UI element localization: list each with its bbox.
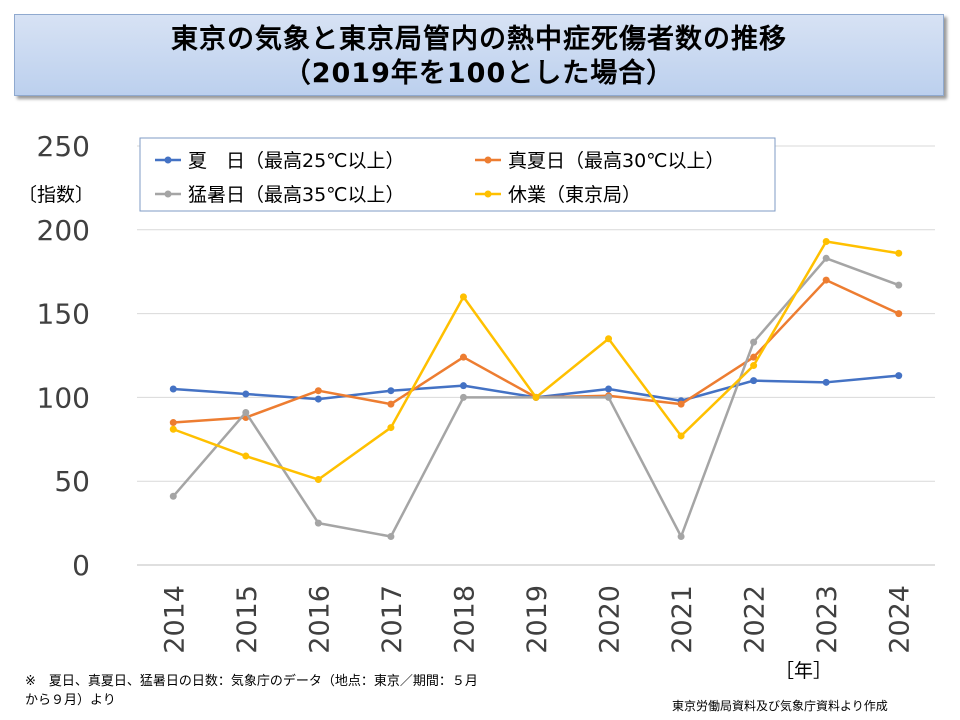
x-tick-label: 2018 <box>449 585 480 654</box>
legend-label: 夏 日（最高25℃以上） <box>188 150 405 172</box>
data-point <box>314 395 322 403</box>
data-point <box>822 238 830 246</box>
chart-subtitle: （2019年を100とした場合） <box>283 58 675 89</box>
data-point <box>750 377 758 385</box>
x-tick-label: 2019 <box>522 585 553 654</box>
data-point <box>314 476 322 484</box>
data-point <box>895 249 903 257</box>
x-tick-label: 2014 <box>159 585 190 654</box>
data-point <box>750 338 758 346</box>
data-point <box>459 382 467 390</box>
data-point <box>387 533 395 541</box>
data-point <box>242 408 250 416</box>
data-point <box>605 393 613 401</box>
y-axis-unit-label: 〔指数〕 <box>18 184 95 206</box>
data-point <box>532 393 540 401</box>
data-point <box>459 353 467 361</box>
x-tick-label: 2022 <box>740 585 771 654</box>
data-point <box>169 492 177 500</box>
y-tick-label: 100 <box>37 381 90 414</box>
data-point <box>822 254 830 262</box>
y-tick-label: 250 <box>37 130 90 163</box>
data-point <box>822 378 830 386</box>
data-point <box>314 519 322 527</box>
legend-box <box>139 137 776 212</box>
x-axis-unit-label: ［年］ <box>775 660 833 682</box>
data-point <box>169 419 177 427</box>
data-point <box>169 425 177 433</box>
y-tick-label: 200 <box>37 214 90 247</box>
legend-label: 休業（東京局） <box>508 184 641 206</box>
x-tick-label: 2020 <box>595 585 626 654</box>
data-point <box>387 424 395 432</box>
data-point <box>677 533 685 541</box>
data-point <box>605 335 613 343</box>
data-point <box>387 400 395 408</box>
data-point <box>895 372 903 380</box>
legend-swatch-marker <box>484 156 492 164</box>
legend-swatch-marker <box>484 190 492 198</box>
x-tick-label: 2021 <box>667 585 698 654</box>
data-point <box>822 276 830 284</box>
source-note: 東京労働局資料及び気象庁資料より作成 <box>672 699 888 713</box>
data-point <box>605 385 613 393</box>
data-point <box>459 393 467 401</box>
legend-label: 猛暑日（最高35℃以上） <box>188 184 405 206</box>
data-point <box>750 362 758 370</box>
data-point <box>169 385 177 393</box>
data-point <box>314 387 322 395</box>
data-point <box>242 390 250 398</box>
data-point <box>242 452 250 460</box>
x-tick-label: 2016 <box>304 585 335 654</box>
x-tick-label: 2017 <box>377 585 408 654</box>
x-tick-label: 2015 <box>232 585 263 654</box>
chart-title: 東京の気象と東京局管内の熱中症死傷者数の推移 <box>171 24 787 55</box>
chart-title-box: 東京の気象と東京局管内の熱中症死傷者数の推移 （2019年を100とした場合） <box>14 14 944 96</box>
data-point <box>459 293 467 301</box>
data-point <box>677 432 685 440</box>
series-line <box>172 240 899 481</box>
legend-label: 真夏日（最高30℃以上） <box>508 150 725 172</box>
data-point <box>750 353 758 361</box>
y-tick-label: 50 <box>54 465 90 498</box>
legend-swatch-marker <box>164 156 172 164</box>
x-tick-label: 2023 <box>812 585 843 654</box>
data-point <box>387 387 395 395</box>
data-point <box>677 400 685 408</box>
x-tick-label: 2024 <box>885 585 916 654</box>
y-tick-label: 150 <box>37 298 90 331</box>
footnote: ※ 夏日、真夏日、猛暑日の日数：気象庁のデータ（地点：東京／期間：５月から９月）… <box>25 674 478 708</box>
legend-swatch-marker <box>164 190 172 198</box>
data-point <box>895 310 903 318</box>
data-point <box>895 281 903 289</box>
y-tick-label: 0 <box>72 549 90 582</box>
